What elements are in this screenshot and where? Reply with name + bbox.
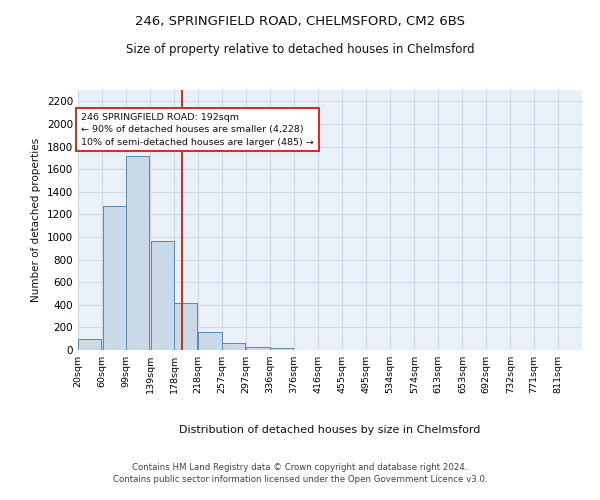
Y-axis label: Number of detached properties: Number of detached properties	[31, 138, 41, 302]
Text: Size of property relative to detached houses in Chelmsford: Size of property relative to detached ho…	[125, 42, 475, 56]
Bar	[247, 346, 269, 350]
Bar	[174, 303, 197, 350]
Bar	[103, 206, 126, 350]
Bar	[126, 156, 149, 350]
Bar	[270, 348, 293, 350]
Bar	[78, 338, 101, 350]
Text: 246, SPRINGFIELD ROAD, CHELMSFORD, CM2 6BS: 246, SPRINGFIELD ROAD, CHELMSFORD, CM2 6…	[135, 15, 465, 28]
Bar	[199, 332, 221, 350]
Bar	[222, 343, 245, 350]
Text: Distribution of detached houses by size in Chelmsford: Distribution of detached houses by size …	[179, 425, 481, 435]
Text: 246 SPRINGFIELD ROAD: 192sqm
← 90% of detached houses are smaller (4,228)
10% of: 246 SPRINGFIELD ROAD: 192sqm ← 90% of de…	[81, 112, 314, 146]
Bar	[151, 242, 173, 350]
Text: Contains HM Land Registry data © Crown copyright and database right 2024.: Contains HM Land Registry data © Crown c…	[132, 464, 468, 472]
Text: Contains public sector information licensed under the Open Government Licence v3: Contains public sector information licen…	[113, 475, 487, 484]
